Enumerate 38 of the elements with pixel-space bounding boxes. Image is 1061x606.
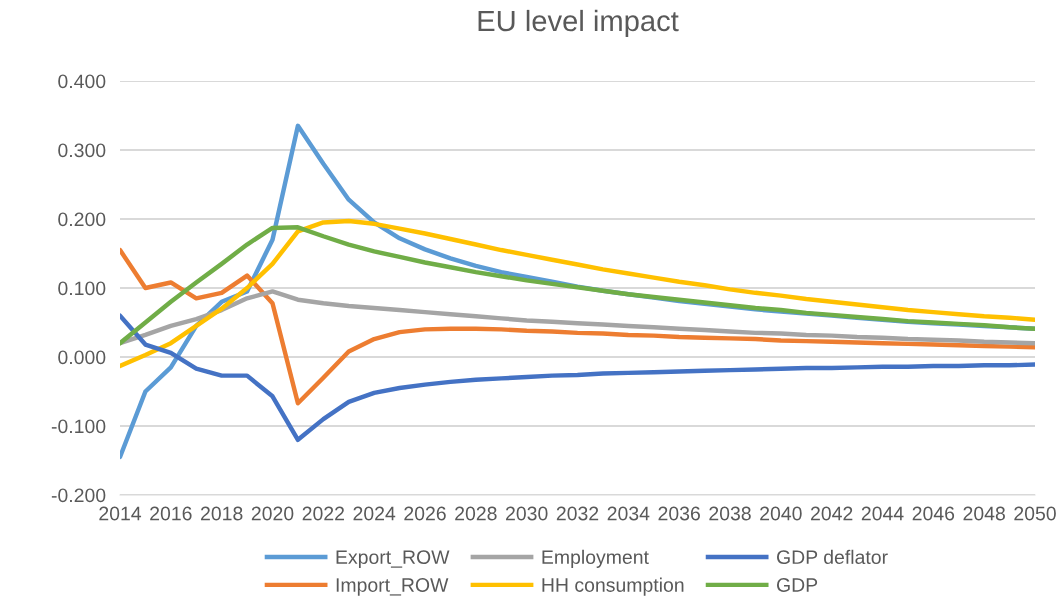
line-series <box>120 313 1035 443</box>
chart-title: EU level impact <box>478 9 679 38</box>
legend-label: Employment <box>542 549 649 568</box>
x-tick-label: 2036 <box>658 506 700 521</box>
x-tick-label: 2032 <box>556 506 599 521</box>
x-tick-label: 2050 <box>1014 506 1056 521</box>
x-tick-label: 2014 <box>99 506 142 521</box>
x-tick-label: 2020 <box>251 506 294 521</box>
x-tick-label: 2042 <box>811 506 853 521</box>
y-tick-label: 0.200 <box>58 212 106 227</box>
line-series <box>120 218 1035 369</box>
line-series <box>120 247 1035 406</box>
y-tick-label: -0.100 <box>51 419 106 434</box>
x-tick-label: 2018 <box>201 506 243 521</box>
x-tick-label: 2026 <box>404 506 446 521</box>
y-tick-label: -0.200 <box>51 488 106 503</box>
legend-label: Export_ROW <box>336 550 450 568</box>
legend-label: HH consumption <box>542 577 684 596</box>
x-tick-label: 2048 <box>963 506 1005 521</box>
x-tick-label: 2046 <box>912 506 955 521</box>
x-tick-label: 2030 <box>506 506 548 521</box>
y-tick-label: 0.100 <box>58 281 106 296</box>
y-tick-label: 0.000 <box>58 350 106 365</box>
legend-label: Import_ROW <box>336 578 449 596</box>
line-series <box>120 289 1035 346</box>
legend-label: GDP deflator <box>777 549 888 565</box>
x-tick-label: 2016 <box>150 506 192 521</box>
y-tick-label: 0.400 <box>58 74 106 89</box>
x-tick-label: 2044 <box>861 506 904 521</box>
x-tick-label: 2034 <box>607 506 650 521</box>
x-tick-label: 2040 <box>760 506 802 521</box>
x-tick-label: 2028 <box>455 506 497 521</box>
x-tick-label: 2022 <box>302 506 344 521</box>
x-tick-label: 2038 <box>709 506 751 521</box>
x-tick-label: 2024 <box>353 506 396 521</box>
line-series <box>120 225 1035 346</box>
y-tick-label: 0.300 <box>58 143 106 158</box>
legend-label: GDP <box>777 578 818 592</box>
